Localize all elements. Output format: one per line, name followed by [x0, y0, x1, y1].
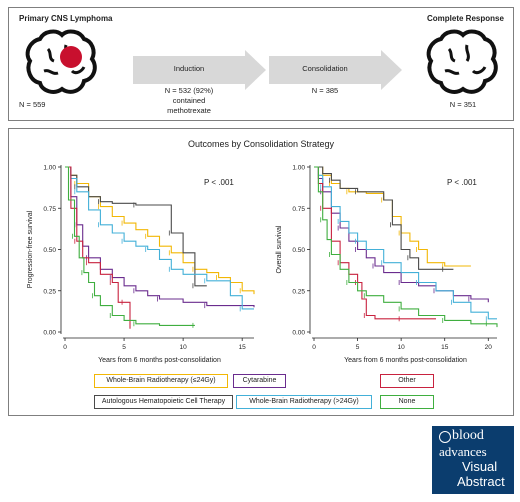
left-count: N = 559: [19, 100, 46, 109]
p-value-annotation: P < .001: [204, 178, 234, 187]
survival-curve: [314, 166, 498, 328]
x-tick-label: 15: [239, 344, 247, 351]
x-tick-label: 10: [398, 344, 406, 351]
y-tick-label: 0.25: [43, 288, 56, 295]
p-value-annotation: P < .001: [447, 178, 477, 187]
brain-icon-right: [426, 29, 498, 94]
x-axis-label: Years from 6 months post-consolidation: [98, 357, 221, 364]
consolidation-count: N = 385: [311, 86, 339, 95]
logo-circle-icon: [439, 431, 451, 443]
y-axis-label: Overall survival: [276, 225, 283, 273]
induction-label: Induction: [173, 64, 205, 73]
logo-line4: Abstract: [457, 474, 505, 489]
legend-item-none: None: [380, 395, 434, 409]
x-tick-label: 0: [312, 344, 316, 351]
y-axis-label: Progression-free survival: [27, 210, 34, 288]
y-tick-label: 0.25: [292, 288, 305, 295]
legend-item-other: Other: [380, 374, 434, 388]
logo-line1: blood: [452, 428, 484, 443]
right-count: N = 351: [449, 100, 477, 109]
overview-panel: Primary CNS Lymphoma N = 559 Induction N…: [8, 7, 514, 121]
y-tick-label: 0.75: [43, 206, 56, 213]
consolidation-label: Consolidation: [302, 64, 348, 73]
legend-item-wbrt-high: Whole-Brain Radiotherapy (>24Gy): [236, 395, 372, 409]
y-tick-label: 1.00: [43, 165, 56, 172]
logo-line2: advances: [439, 444, 487, 459]
x-tick-label: 5: [122, 344, 126, 351]
x-axis-label: Years from 6 months post-consolidation: [344, 357, 467, 364]
x-tick-label: 5: [356, 344, 360, 351]
legend-item-ahct: Autologous Hematopoietic Cell Therapy: [94, 395, 233, 409]
y-tick-label: 0.00: [292, 330, 305, 337]
right-title: Complete Response: [427, 14, 504, 23]
figure-title: Outcomes by Consolidation Strategy: [187, 139, 335, 149]
survival-curve: [314, 166, 454, 270]
legend-item-cytarabine: Cytarabine: [233, 374, 286, 388]
survival-curve: [65, 166, 131, 329]
survival-curve: [314, 166, 497, 320]
y-tick-label: 0.75: [292, 206, 305, 213]
brain-icon-left: [25, 29, 97, 94]
induction-arrow: [133, 50, 266, 90]
y-tick-label: 1.00: [292, 165, 305, 172]
km-plots: 0.00 0.25 0.50 0.75 1.00 0 5 10 15 Years from 6 m…: [27, 165, 498, 364]
y-tick-label: 0.00: [43, 330, 56, 337]
y-tick-label: 0.50: [43, 247, 56, 254]
left-title: Primary CNS Lymphoma: [19, 14, 113, 23]
x-tick-label: 10: [180, 344, 188, 351]
logo-line3: Visual: [462, 459, 498, 474]
y-tick-label: 0.50: [292, 247, 305, 254]
consolidation-arrow: [269, 50, 402, 90]
x-tick-label: 15: [441, 344, 449, 351]
blood-advances-logo: blood advances Visual Abstract: [432, 426, 514, 494]
x-tick-label: 0: [63, 344, 67, 351]
survival-curve: [65, 166, 254, 310]
x-tick-label: 20: [485, 344, 493, 351]
legend-item-wbrt-low: Whole-Brain Radiotherapy (≤24Gy): [94, 374, 228, 388]
induction-details: N = 532 (92%) contained methotrexate: [164, 86, 214, 115]
survival-curve: [65, 166, 195, 326]
outcomes-panel: Outcomes by Consolidation Strategy 0.00 0…: [8, 128, 514, 416]
survival-curve: [65, 166, 255, 308]
